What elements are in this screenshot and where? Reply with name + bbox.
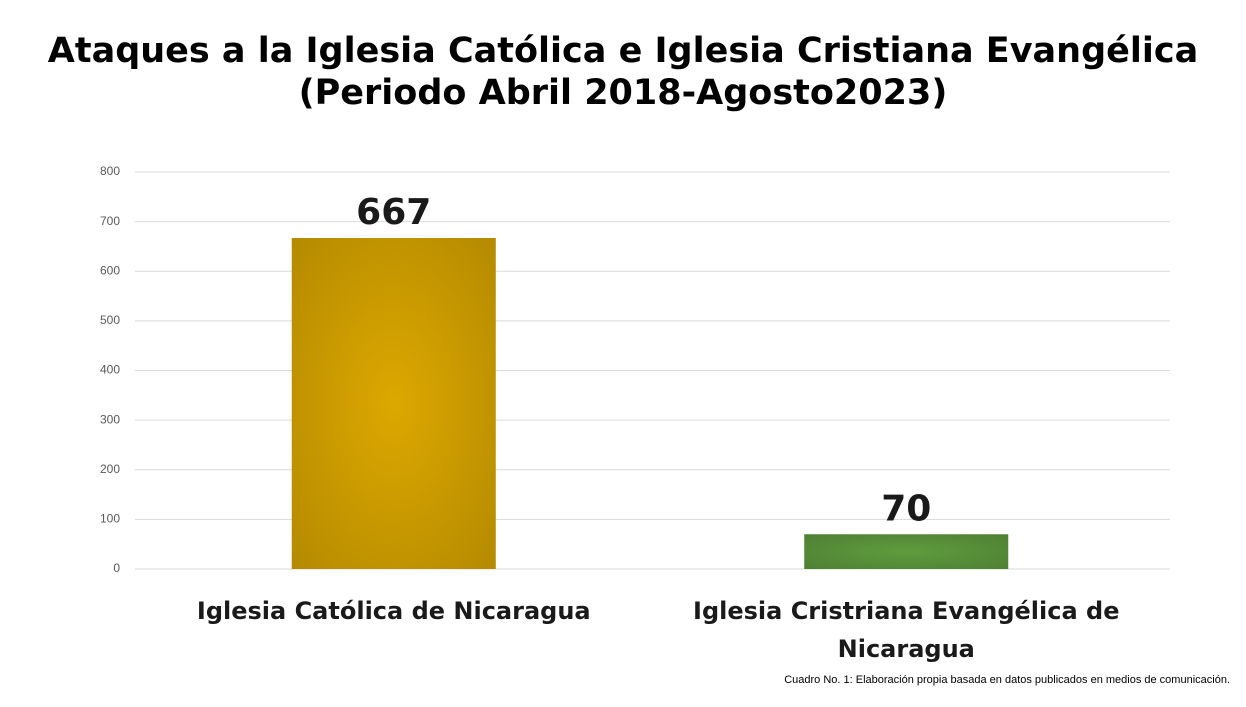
y-tick-label: 700 xyxy=(100,214,120,228)
x-tick-label: Iglesia Cristriana Evangélica de Nicarag… xyxy=(693,597,1120,663)
value-label: 667 xyxy=(356,192,431,233)
y-tick-label: 800 xyxy=(100,164,120,178)
y-tick-label: 0 xyxy=(113,561,120,575)
y-tick-label: 300 xyxy=(100,412,120,426)
y-tick-label: 600 xyxy=(100,263,120,277)
y-tick-label: 100 xyxy=(100,512,120,526)
bar xyxy=(291,238,496,569)
x-tick-label: Iglesia Católica de Nicaragua xyxy=(196,597,591,625)
value-label: 70 xyxy=(881,488,931,529)
chart-title: Ataques a la Iglesia Católica e Iglesia … xyxy=(48,31,1198,71)
y-tick-label: 400 xyxy=(100,363,120,377)
y-tick-label: 500 xyxy=(100,313,120,327)
y-tick-label: 200 xyxy=(100,462,120,476)
bar xyxy=(804,534,1009,569)
footnote: Cuadro No. 1: Elaboración propia basada … xyxy=(784,674,1230,686)
chart-subtitle: (Periodo Abril 2018-Agosto2023) xyxy=(299,73,948,113)
